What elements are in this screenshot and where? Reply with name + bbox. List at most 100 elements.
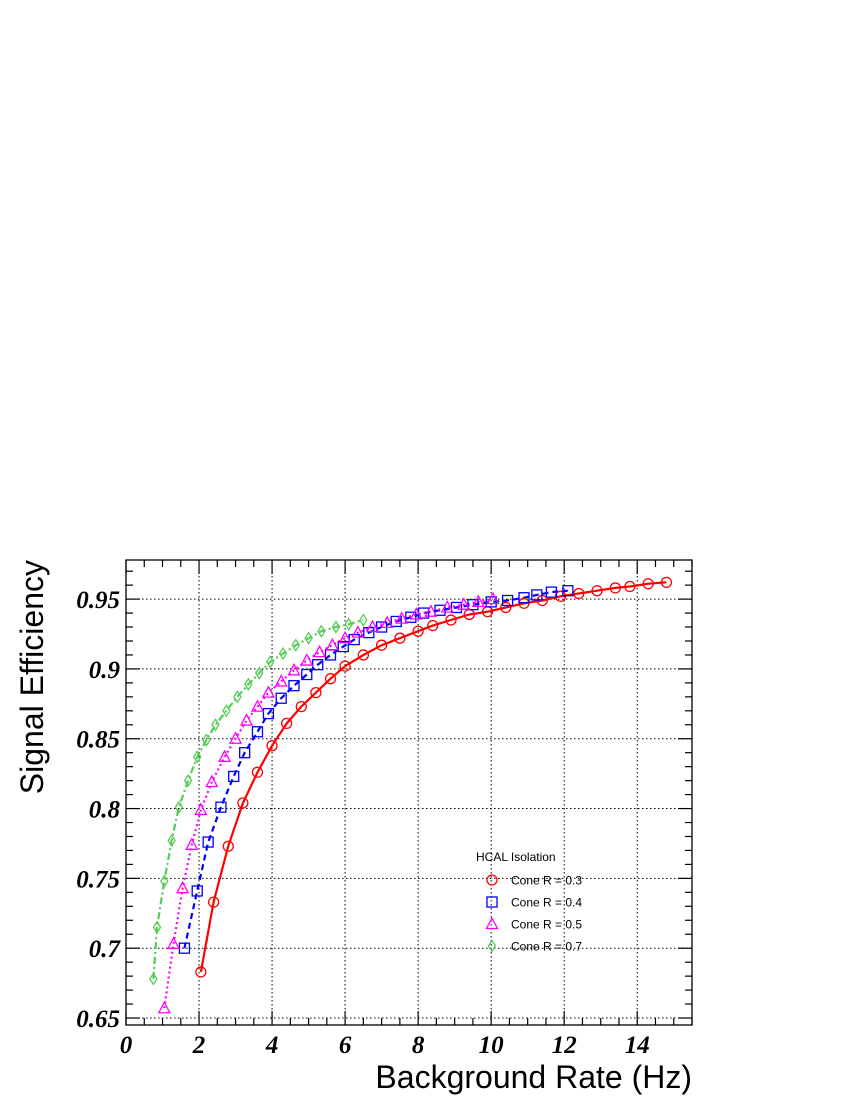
data-point-square bbox=[337, 640, 349, 653]
x-tick-label: 12 bbox=[552, 1032, 577, 1059]
series-line-circle bbox=[199, 581, 667, 973]
data-point-square bbox=[501, 594, 514, 607]
x-tick-label: 14 bbox=[625, 1032, 650, 1059]
series-line-triangle bbox=[163, 598, 494, 1009]
data-point-triangle bbox=[486, 591, 500, 605]
data-point-triangle bbox=[239, 713, 254, 726]
data-point-circle bbox=[237, 797, 249, 809]
data-point-square bbox=[262, 707, 275, 720]
y-tick-label: 0.65 bbox=[76, 1006, 120, 1033]
x-axis-title: Background Rate (Hz) bbox=[375, 1059, 692, 1095]
data-point-triangle bbox=[300, 653, 314, 666]
data-point-circle bbox=[266, 740, 278, 752]
data-point-square bbox=[467, 599, 479, 611]
data-point-circle bbox=[324, 673, 337, 685]
legend-title: HCAL Isolation bbox=[476, 850, 556, 864]
data-point-triangle bbox=[325, 637, 339, 651]
data-point-circle bbox=[357, 649, 370, 661]
y-tick-label: 0.85 bbox=[76, 727, 120, 754]
data-point-circle bbox=[394, 632, 406, 644]
series-curves bbox=[152, 581, 667, 1009]
data-point-triangle bbox=[205, 774, 219, 788]
data-point-square bbox=[215, 801, 227, 813]
data-point-circle bbox=[281, 717, 293, 730]
data-point-diamond bbox=[222, 704, 231, 718]
data-point-diamond bbox=[149, 972, 158, 986]
data-point-triangle bbox=[351, 625, 365, 638]
y-tick-label: 0.95 bbox=[76, 587, 120, 614]
data-point-diamond bbox=[317, 624, 326, 638]
axis-ticks bbox=[125, 560, 693, 1025]
data-point-triangle bbox=[424, 604, 438, 617]
data-point-triangle bbox=[228, 731, 243, 744]
data-point-circle bbox=[295, 700, 307, 713]
data-point-square bbox=[518, 592, 530, 604]
x-tick-labels: 0 2 4 6 8 10 12 14 bbox=[120, 1032, 650, 1059]
data-point-triangle bbox=[250, 699, 265, 712]
data-point-square bbox=[202, 836, 214, 848]
data-point-square bbox=[301, 668, 313, 681]
series-markers bbox=[149, 576, 673, 1014]
data-point-diamond bbox=[255, 666, 264, 680]
x-tick-label: 8 bbox=[412, 1032, 425, 1059]
data-point-triangle bbox=[157, 1000, 171, 1014]
data-point-diamond bbox=[211, 718, 220, 732]
data-point-triangle bbox=[194, 802, 208, 816]
data-point-square bbox=[405, 611, 417, 623]
data-point-circle bbox=[310, 687, 322, 699]
data-point-triangle bbox=[395, 611, 409, 624]
data-point-diamond bbox=[160, 874, 169, 888]
data-point-diamond bbox=[291, 638, 301, 652]
data-point-triangle bbox=[274, 674, 288, 687]
grid bbox=[126, 560, 692, 1025]
data-point-square bbox=[562, 585, 574, 597]
data-point-circle bbox=[642, 578, 654, 590]
data-point-triangle bbox=[287, 662, 301, 676]
data-point-circle bbox=[591, 585, 603, 597]
data-point-diamond bbox=[278, 646, 288, 661]
data-point-circle bbox=[412, 625, 424, 637]
data-point-circle bbox=[207, 896, 220, 908]
data-point-circle bbox=[660, 576, 673, 588]
data-point-square bbox=[390, 615, 402, 628]
data-point-diamond bbox=[183, 773, 193, 788]
data-point-square bbox=[239, 747, 251, 759]
legend-marker-circle bbox=[486, 874, 498, 886]
data-point-square bbox=[251, 726, 264, 738]
legend-marker-square bbox=[486, 896, 498, 908]
x-tick-label: 6 bbox=[339, 1032, 352, 1059]
y-tick-label: 0.75 bbox=[76, 866, 120, 893]
legend-label: Cone R = 0.3 bbox=[511, 874, 582, 888]
data-point-triangle bbox=[380, 615, 394, 628]
data-point-circle bbox=[427, 619, 439, 632]
data-point-diamond bbox=[344, 617, 354, 631]
data-point-triangle bbox=[218, 749, 232, 763]
data-point-diamond bbox=[174, 800, 184, 814]
data-point-triangle bbox=[440, 600, 454, 613]
y-tick-label: 0.9 bbox=[89, 657, 121, 684]
data-point-diamond bbox=[265, 655, 275, 669]
x-tick-label: 4 bbox=[265, 1032, 279, 1059]
data-point-triangle bbox=[409, 607, 423, 620]
data-point-diamond bbox=[359, 613, 368, 627]
data-point-diamond bbox=[233, 690, 242, 704]
data-point-triangle bbox=[338, 630, 352, 644]
data-point-triangle bbox=[312, 644, 327, 658]
data-point-circle bbox=[624, 580, 636, 593]
data-point-square bbox=[228, 770, 240, 783]
data-point-square bbox=[531, 589, 543, 601]
data-point-triangle bbox=[166, 936, 181, 950]
data-point-circle bbox=[573, 587, 585, 600]
data-point-diamond bbox=[244, 677, 253, 691]
data-point-triangle bbox=[261, 685, 275, 698]
data-point-diamond bbox=[202, 733, 211, 747]
series-line-diamond bbox=[152, 618, 364, 979]
data-point-circle bbox=[339, 660, 351, 672]
data-point-diamond bbox=[152, 920, 162, 934]
y-tick-labels: 0.65 0.7 0.75 0.8 0.85 0.9 0.95 bbox=[76, 587, 121, 1033]
y-tick-label: 0.8 bbox=[89, 797, 121, 824]
x-tick-label: 0 bbox=[120, 1032, 133, 1059]
legend-items: Cone R = 0.3 Cone R = 0.4 Cone R = 0.5 Cone… bbox=[485, 874, 582, 954]
